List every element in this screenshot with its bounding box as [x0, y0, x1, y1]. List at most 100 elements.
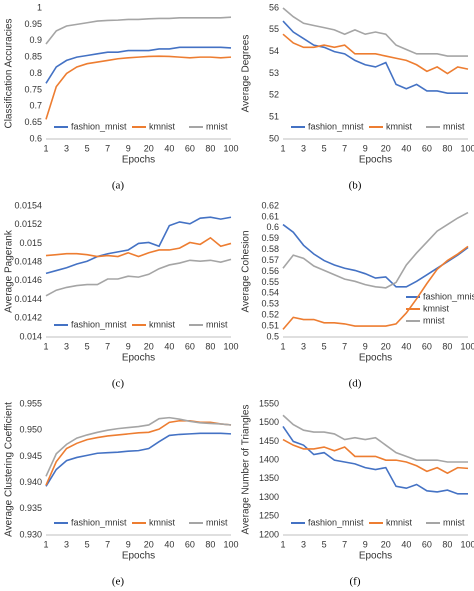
y-tick-label: 0.0142 — [14, 313, 42, 323]
series-line — [45, 16, 232, 45]
series-line — [45, 258, 232, 297]
y-tick-label: 0.9 — [29, 35, 42, 45]
y-tick-label: 0.930 — [19, 529, 42, 539]
y-axis-label: Average Clustering Coefficient — [4, 402, 15, 537]
y-tick-label: 56 — [269, 2, 279, 12]
y-tick-label: 0.0144 — [14, 294, 42, 304]
legend-label: kmnist — [149, 319, 176, 329]
y-tick-label: 54 — [269, 46, 279, 56]
series-line — [282, 20, 468, 94]
y-tick-label: 0.6 — [29, 133, 42, 143]
y-tick-label: 0.0146 — [14, 275, 42, 285]
y-tick-label: 0.56 — [261, 266, 279, 276]
x-tick-label: 1 — [280, 341, 285, 351]
series-line — [45, 236, 232, 258]
y-tick-label: 0.85 — [24, 52, 42, 62]
x-tick-label: 20 — [144, 539, 154, 549]
series-line — [282, 33, 469, 75]
y-tick-label: 1250 — [259, 511, 279, 521]
legend-label: kmnist — [386, 121, 413, 131]
y-tick-label: 0.5 — [266, 331, 279, 341]
y-tick-label: 0.53 — [261, 299, 279, 309]
x-tick-label: 80 — [205, 143, 215, 153]
y-tick-label: 0.55 — [261, 277, 279, 287]
y-tick-label: 0.014 — [19, 331, 42, 341]
x-tick-label: 60 — [422, 143, 432, 153]
x-tick-label: 3 — [301, 143, 306, 153]
y-tick-label: 1400 — [259, 455, 279, 465]
y-tick-label: 0.65 — [24, 117, 42, 127]
legend-label: fashion_mnist — [71, 517, 127, 527]
y-tick-label: 0.95 — [24, 19, 42, 29]
y-tick-label: 0.61 — [261, 211, 279, 221]
caption: (a) — [112, 180, 125, 192]
legend-label: kmnist — [149, 121, 176, 131]
x-axis-label: Epochs — [359, 155, 392, 166]
y-axis-label: Average Number of Triangles — [241, 405, 252, 535]
legend-label: fashion_mnist — [308, 121, 364, 131]
legend-label: mnist — [206, 517, 228, 527]
series-line — [45, 416, 232, 477]
x-tick-label: 100 — [460, 539, 474, 549]
x-tick-label: 9 — [363, 143, 368, 153]
series-line — [45, 46, 232, 84]
x-tick-label: 5 — [85, 143, 90, 153]
x-tick-label: 60 — [185, 341, 195, 351]
x-tick-label: 40 — [164, 143, 174, 153]
x-tick-label: 80 — [205, 539, 215, 549]
caption: (c) — [112, 378, 125, 390]
series-line — [45, 432, 232, 487]
y-axis-label: Average Cohesion — [241, 230, 252, 312]
caption: (e) — [112, 576, 125, 588]
x-tick-label: 40 — [164, 341, 174, 351]
y-tick-label: 0.0152 — [14, 219, 42, 229]
x-tick-label: 60 — [422, 539, 432, 549]
series-line — [282, 438, 469, 475]
x-tick-label: 9 — [126, 341, 131, 351]
x-tick-label: 7 — [105, 341, 110, 351]
y-axis-label: Average Pagerank — [4, 229, 15, 313]
y-tick-label: 0.945 — [19, 451, 42, 461]
x-tick-label: 1 — [280, 539, 285, 549]
legend-label: fashion_mnist — [71, 121, 127, 131]
legend-label: fashion_mnist — [308, 517, 364, 527]
y-tick-label: 0.950 — [19, 425, 42, 435]
y-tick-label: 1300 — [259, 492, 279, 502]
y-tick-label: 1200 — [259, 529, 279, 539]
series-line — [45, 419, 232, 486]
y-tick-label: 0.940 — [19, 477, 42, 487]
x-tick-label: 40 — [401, 341, 411, 351]
y-tick-label: 0.52 — [261, 310, 279, 320]
caption: (d) — [349, 378, 362, 390]
x-tick-label: 9 — [363, 539, 368, 549]
x-tick-label: 5 — [322, 143, 327, 153]
y-tick-label: 50 — [269, 133, 279, 143]
legend-label: kmnist — [149, 517, 176, 527]
x-tick-label: 80 — [442, 143, 452, 153]
x-axis-label: Epochs — [359, 551, 392, 562]
y-tick-label: 1450 — [259, 436, 279, 446]
series-line — [282, 7, 468, 57]
x-tick-label: 7 — [342, 143, 347, 153]
x-tick-label: 9 — [126, 143, 131, 153]
x-tick-label: 60 — [185, 539, 195, 549]
x-tick-label: 1 — [43, 143, 48, 153]
x-tick-label: 5 — [85, 539, 90, 549]
x-tick-label: 3 — [64, 143, 69, 153]
y-tick-label: 0.58 — [261, 244, 279, 254]
y-tick-label: 52 — [269, 90, 279, 100]
y-tick-label: 0.54 — [261, 288, 279, 298]
series-line — [282, 414, 468, 463]
legend-label: kmnist — [423, 303, 450, 313]
y-tick-label: 0.7 — [29, 101, 42, 111]
x-axis-label: Epochs — [122, 551, 155, 562]
x-tick-label: 80 — [442, 539, 452, 549]
y-tick-label: 0.935 — [19, 503, 42, 513]
y-tick-label: 0.8 — [29, 68, 42, 78]
x-tick-label: 20 — [144, 341, 154, 351]
y-tick-label: 1550 — [259, 398, 279, 408]
x-tick-label: 20 — [381, 539, 391, 549]
y-tick-label: 0.0154 — [14, 200, 42, 210]
x-tick-label: 3 — [64, 341, 69, 351]
